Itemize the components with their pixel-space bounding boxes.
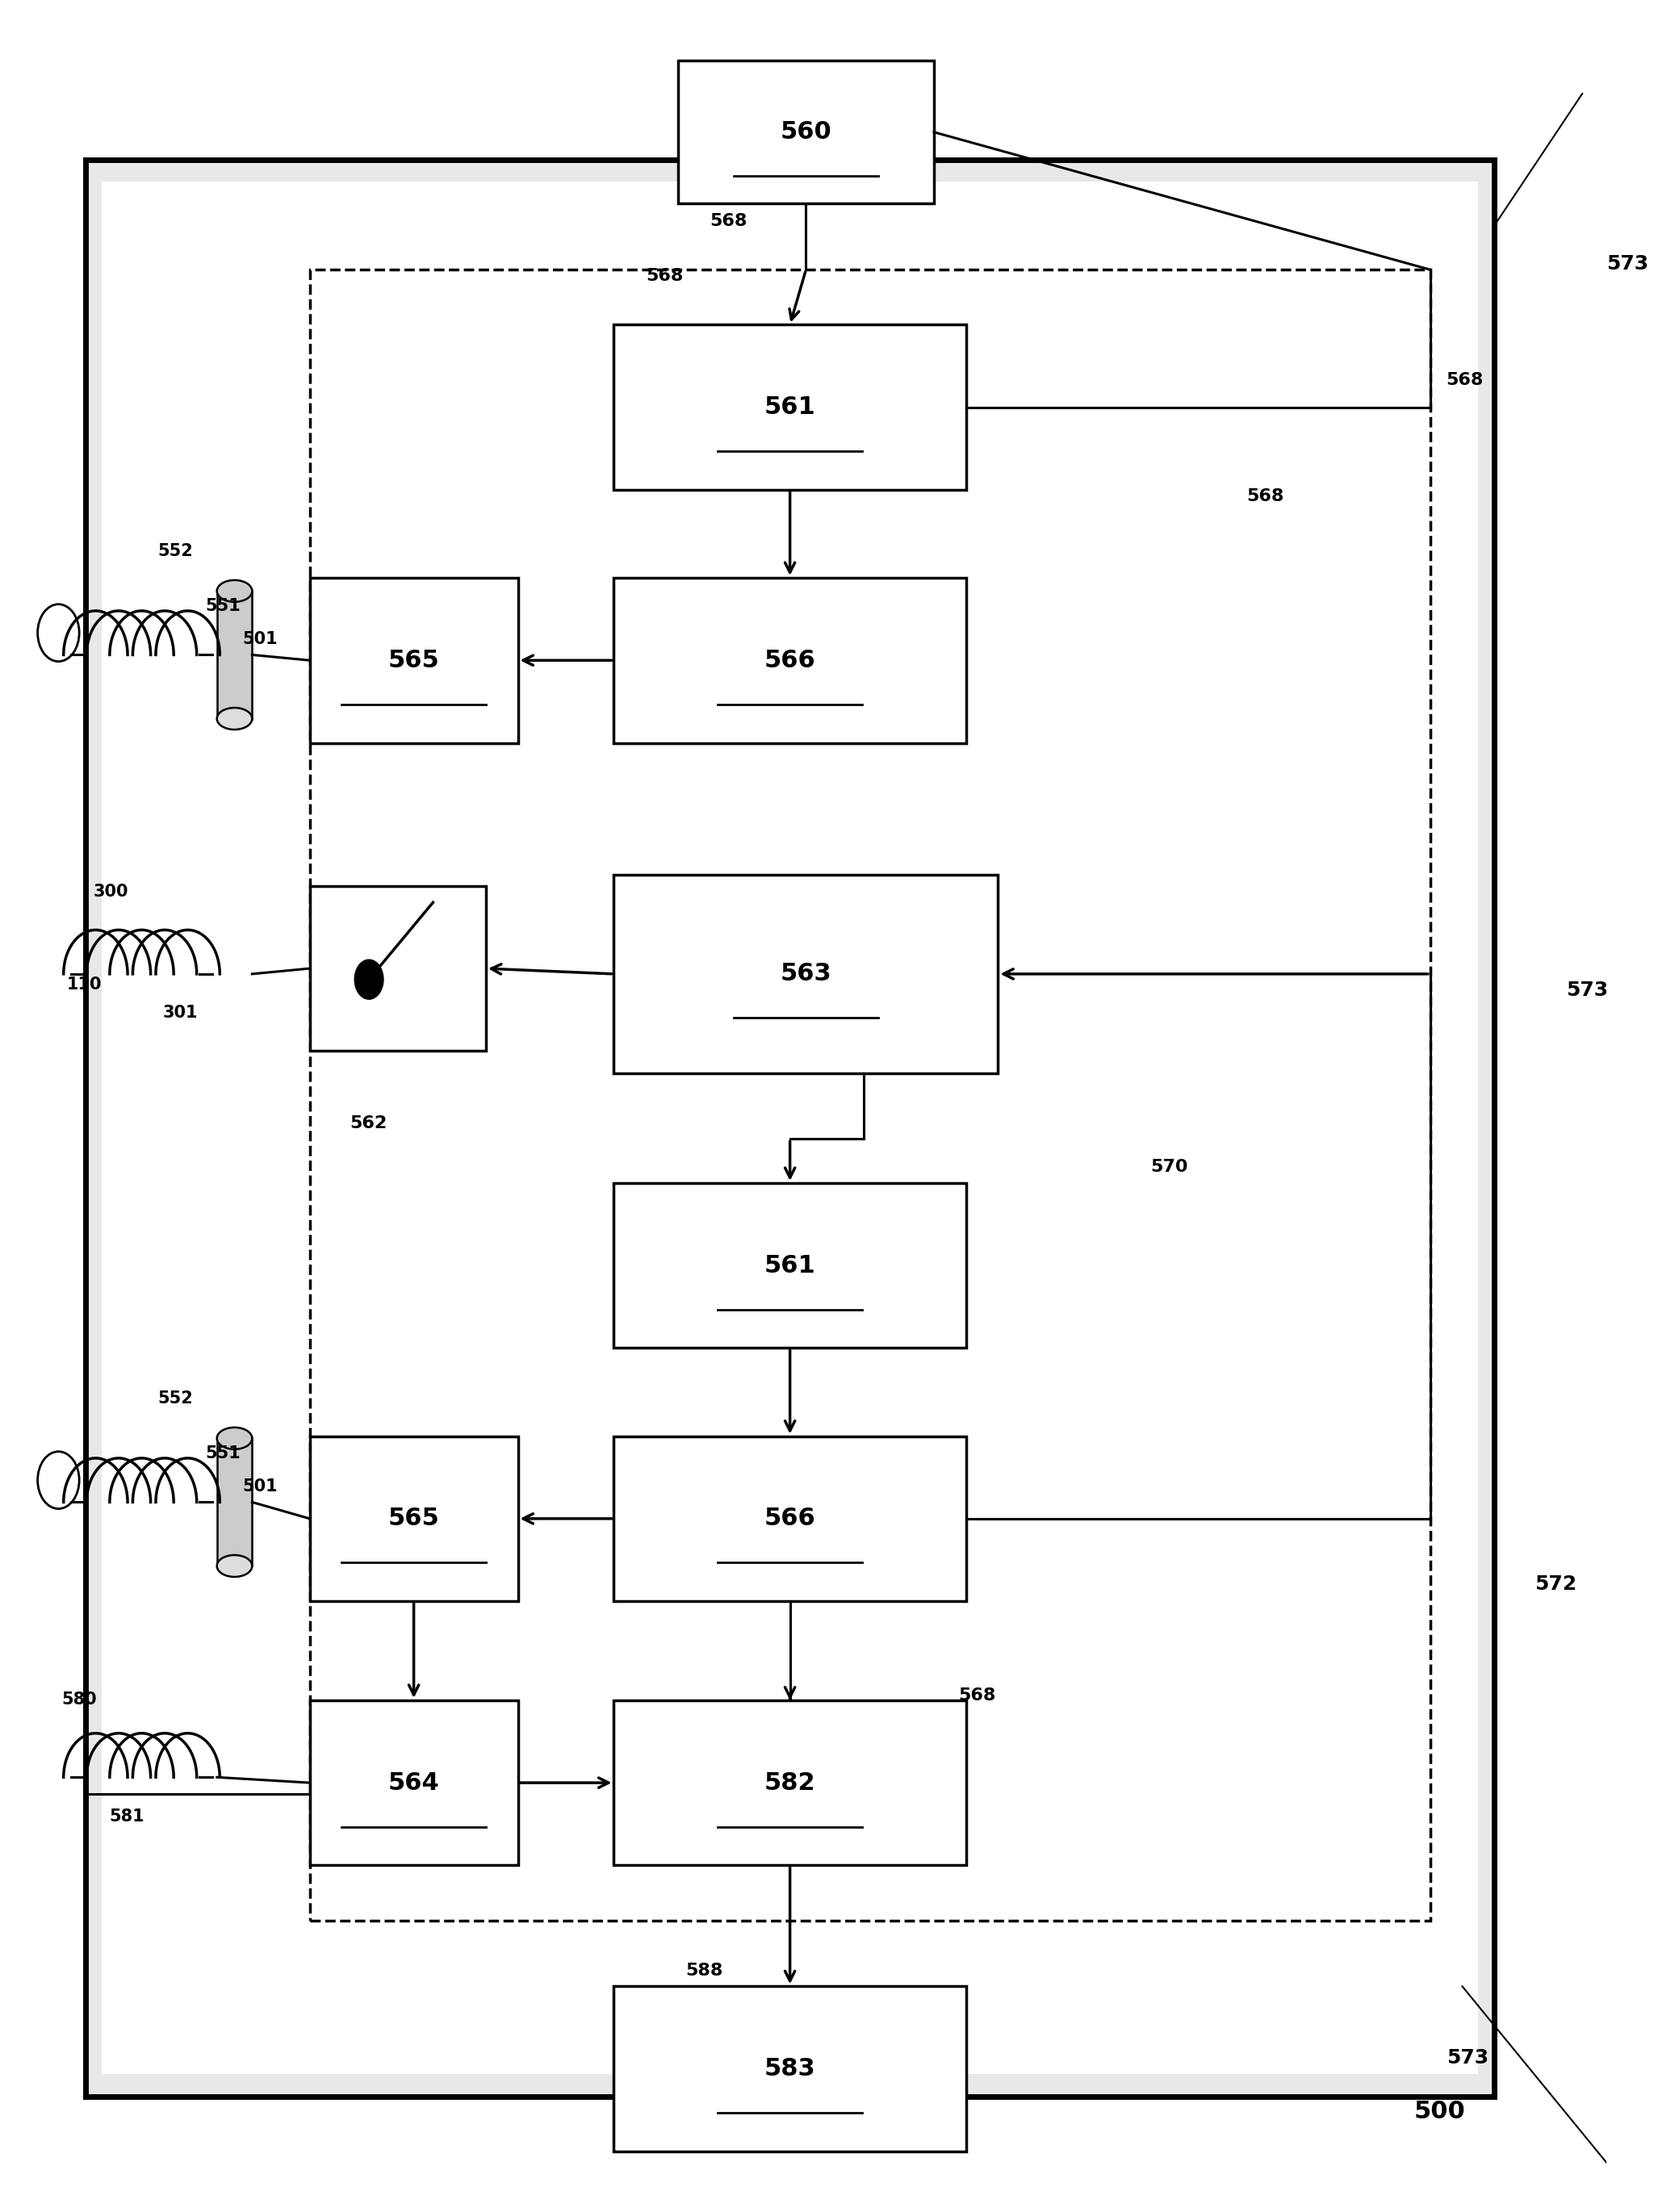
FancyBboxPatch shape	[309, 1701, 518, 1865]
Text: 500: 500	[1414, 2099, 1465, 2124]
FancyBboxPatch shape	[614, 1701, 966, 1865]
Text: 551: 551	[205, 1444, 241, 1462]
Text: 561: 561	[764, 1254, 815, 1276]
FancyBboxPatch shape	[86, 159, 1494, 2097]
Text: 565: 565	[389, 1506, 440, 1531]
Text: 588: 588	[686, 1962, 723, 1978]
Text: 566: 566	[764, 1506, 815, 1531]
FancyBboxPatch shape	[614, 876, 997, 1073]
Text: 301: 301	[162, 1004, 197, 1022]
Text: 568: 568	[710, 212, 748, 228]
Text: 572: 572	[1535, 1575, 1576, 1595]
Ellipse shape	[217, 1427, 251, 1449]
FancyBboxPatch shape	[678, 60, 935, 204]
FancyBboxPatch shape	[614, 1183, 966, 1347]
Text: 573: 573	[1446, 2048, 1489, 2068]
Text: 580: 580	[61, 1692, 98, 1708]
Text: 568: 568	[1446, 372, 1484, 389]
Text: 560: 560	[781, 119, 832, 144]
Ellipse shape	[217, 708, 251, 730]
FancyBboxPatch shape	[309, 1436, 518, 1601]
FancyBboxPatch shape	[614, 1986, 966, 2152]
Text: 564: 564	[389, 1772, 440, 1794]
Text: 566: 566	[764, 648, 815, 672]
FancyBboxPatch shape	[614, 325, 966, 489]
Text: 562: 562	[349, 1115, 387, 1130]
Text: 563: 563	[781, 962, 832, 987]
Text: 581: 581	[109, 1809, 146, 1825]
Text: 552: 552	[157, 1389, 194, 1407]
Bar	[217, 591, 251, 719]
Text: 568: 568	[647, 268, 683, 283]
Ellipse shape	[217, 1555, 251, 1577]
FancyBboxPatch shape	[614, 1436, 966, 1601]
Text: 300: 300	[94, 885, 129, 900]
Text: 568: 568	[1245, 489, 1284, 504]
Circle shape	[354, 960, 384, 1000]
FancyBboxPatch shape	[101, 181, 1479, 2075]
Text: 551: 551	[205, 597, 241, 615]
Text: 582: 582	[764, 1772, 815, 1794]
Text: 565: 565	[389, 648, 440, 672]
Text: 561: 561	[764, 396, 815, 418]
FancyBboxPatch shape	[309, 887, 486, 1051]
Text: 110: 110	[66, 975, 101, 993]
Text: 501: 501	[243, 630, 278, 648]
FancyBboxPatch shape	[309, 577, 518, 743]
Text: 568: 568	[958, 1688, 996, 1703]
Text: 501: 501	[243, 1478, 278, 1495]
Text: 573: 573	[1566, 980, 1608, 1000]
Bar	[217, 1438, 251, 1566]
Text: 583: 583	[764, 2057, 815, 2081]
Text: 552: 552	[157, 542, 194, 560]
Text: 573: 573	[1606, 254, 1649, 274]
Ellipse shape	[217, 580, 251, 602]
FancyBboxPatch shape	[614, 577, 966, 743]
Text: 570: 570	[1150, 1159, 1188, 1175]
